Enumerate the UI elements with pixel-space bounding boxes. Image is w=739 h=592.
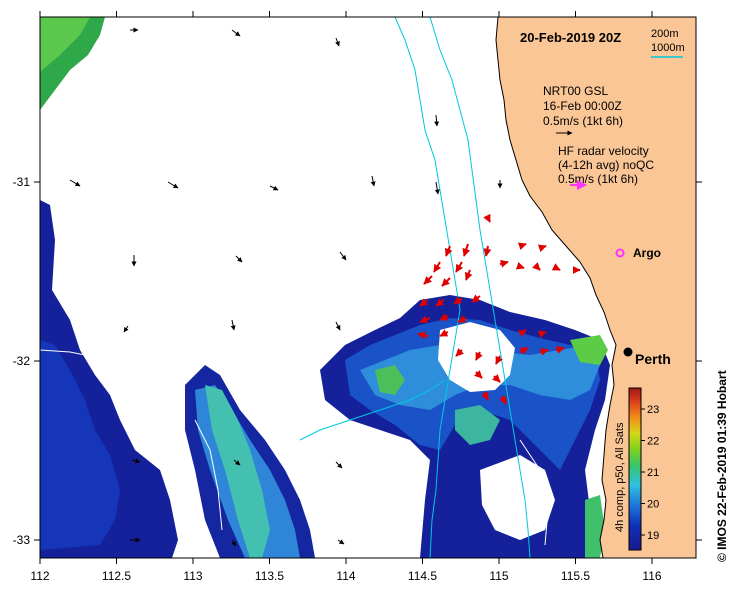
x-tick-label: 114: [336, 569, 355, 583]
hf-label: HF radar velocity: [558, 144, 649, 158]
x-tick-label: 112: [30, 569, 49, 583]
y-tick-label: -31: [13, 175, 31, 189]
x-tick-label: 112.5: [102, 569, 131, 583]
hf-speed: 0.5m/s (1kt 6h): [558, 172, 638, 186]
x-tick-label: 114.5: [408, 569, 437, 583]
colorbar-tick-label: 19: [647, 530, 659, 542]
y-axis: -31 -32 -33: [13, 175, 702, 547]
x-tick-label: 113.5: [255, 569, 284, 583]
land-australia: [495, 17, 696, 558]
map-title: 20-Feb-2019 20Z: [520, 30, 621, 45]
gsl-speed: 0.5m/s (1kt 6h): [543, 114, 623, 128]
argo-label: Argo: [633, 246, 661, 260]
colorbar-tick-label: 23: [647, 404, 659, 416]
x-tick-label: 115.5: [561, 569, 590, 583]
perth-label: Perth: [635, 351, 671, 367]
sst-raster: [40, 17, 610, 558]
gsl-vectors: [69, 27, 503, 547]
colorbar: [628, 387, 642, 551]
y-tick-label: -33: [13, 533, 31, 547]
colorbar-tick-label: 22: [647, 436, 659, 448]
perth-marker: [623, 347, 633, 357]
scale-line2: 1000m: [651, 42, 685, 54]
y-tick-label: -32: [13, 354, 31, 368]
argo-marker: [615, 248, 625, 258]
colorbar-tick-label: 20: [647, 499, 659, 511]
colorbar-tick-label: 21: [647, 467, 659, 479]
hf-avg: (4-12h avg) noQC: [558, 158, 654, 172]
colorbar-label: 4h comp, p50, All Sats: [614, 422, 626, 532]
colorbar-ticks: 19 20 21 22 23: [641, 404, 659, 542]
x-tick-label: 116: [642, 569, 661, 583]
plot-frame: [39, 16, 697, 559]
isobaths: [299, 17, 531, 558]
x-tick-label: 115: [489, 569, 508, 583]
hf-radar-vectors: [417, 213, 581, 405]
gsl-date: 16-Feb 00:00Z: [543, 99, 622, 113]
gsl-label: NRT00 GSL: [543, 84, 608, 98]
scale-line1: 200m: [651, 28, 679, 40]
x-axis: 112 112.5 113 113.5 114 114.5 115 115.5 116: [30, 11, 662, 583]
x-tick-label: 113: [183, 569, 202, 583]
sst-contours: [40, 349, 549, 546]
credit-text: © IMOS 22-Feb-2019 01:39 Hobart: [715, 370, 729, 562]
